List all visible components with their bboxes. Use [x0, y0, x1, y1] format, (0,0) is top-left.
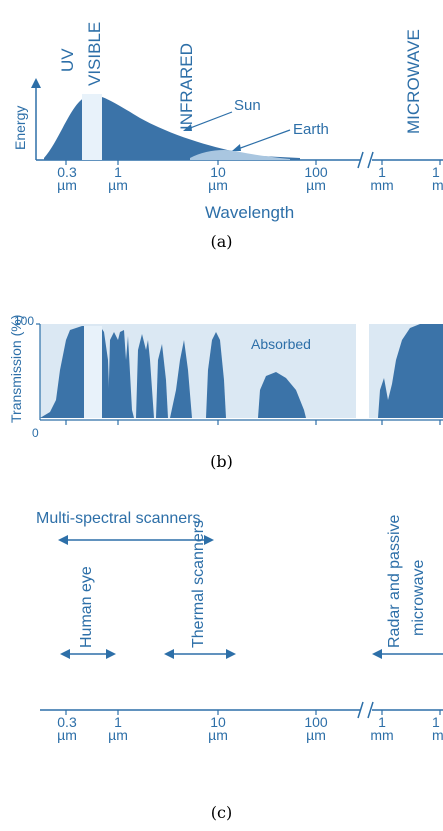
thermal-arrowhead-left [164, 649, 174, 659]
multispectral-arrowhead-left [58, 535, 68, 545]
human-eye-arrowhead-left [60, 649, 70, 659]
thermal-scanners-label: Thermal scanners [190, 519, 207, 648]
sun-spectrum-area [44, 95, 300, 160]
axis-break [357, 151, 374, 169]
c-tick-label-1mm: 1 mm [370, 714, 394, 743]
energy-axis-label: Energy [12, 105, 28, 150]
panel-a-diagram [31, 78, 443, 169]
earth-label: Earth [293, 121, 329, 138]
transmission-window-microwave [378, 324, 443, 418]
wavelength-axis-label: Wavelength [205, 203, 295, 222]
panel-a-ticks [65, 160, 441, 165]
panel-b-diagram [36, 323, 443, 425]
c-tick-label-0-3um: 0.3 µm [57, 714, 77, 743]
c-tick-label-100um: 100 µm [304, 714, 328, 743]
tick-label-1um: 1 µm [108, 164, 128, 193]
thermal-arrowhead-right [226, 649, 236, 659]
caption-c: (c) [210, 803, 233, 822]
band-label-visible: VISIBLE [85, 21, 104, 86]
human-eye-arrowhead-right [106, 649, 116, 659]
transmission-0-label: 0 [32, 426, 39, 440]
transmission-window-nir [108, 330, 134, 418]
transmission-window-swir-2 [156, 344, 168, 418]
transmission-100-label: 100 [14, 314, 35, 328]
transmission-window-swir-1 [136, 334, 154, 418]
earth-pointer [234, 129, 291, 151]
transmission-window-far-ir [258, 372, 306, 418]
human-eye-label: Human eye [78, 566, 95, 648]
c-tick-label-10um: 10 µm [208, 714, 228, 743]
transmission-visible-band [84, 326, 102, 418]
visible-band [82, 94, 102, 160]
transmission-window-tir [206, 332, 226, 418]
sun-label: Sun [234, 97, 261, 114]
caption-a: (a) [210, 232, 233, 251]
tick-label-10um: 10 µm [208, 164, 228, 193]
tick-label-0-3um: 0.3 µm [57, 164, 77, 193]
transmission-axis-label: Transmission (%) [8, 314, 24, 423]
multispectral-arrowhead-right [204, 535, 214, 545]
transmission-window-mir [170, 340, 192, 418]
panel-c-ticks [65, 710, 441, 715]
multispectral-label: Multi-spectral scanners [36, 510, 201, 527]
band-label-uv: UV [58, 48, 77, 72]
radar-label-line1: Radar and passive [386, 514, 403, 648]
panel-c-diagram [40, 535, 443, 719]
band-label-infrared: INFRARED [177, 43, 196, 130]
panel-b-ticks [65, 420, 441, 425]
tick-label-100um: 100 µm [304, 164, 328, 193]
energy-axis-arrowhead [31, 78, 41, 88]
radar-arrowhead-left [372, 649, 382, 659]
tick-label-1mm: 1 mm [370, 164, 394, 193]
panel-c-axis-break [357, 701, 374, 719]
earth-pointer-head [232, 144, 241, 151]
caption-b: (b) [210, 452, 233, 471]
c-tick-label-1um: 1 µm [108, 714, 128, 743]
radar-label-line2: microwave [410, 559, 427, 636]
sun-pointer-head [183, 124, 192, 131]
absorbed-label: Absorbed [251, 336, 311, 352]
band-label-microwave: MICROWAVE [404, 29, 423, 134]
earth-spectrum-area [190, 150, 290, 160]
sun-pointer [184, 111, 233, 131]
